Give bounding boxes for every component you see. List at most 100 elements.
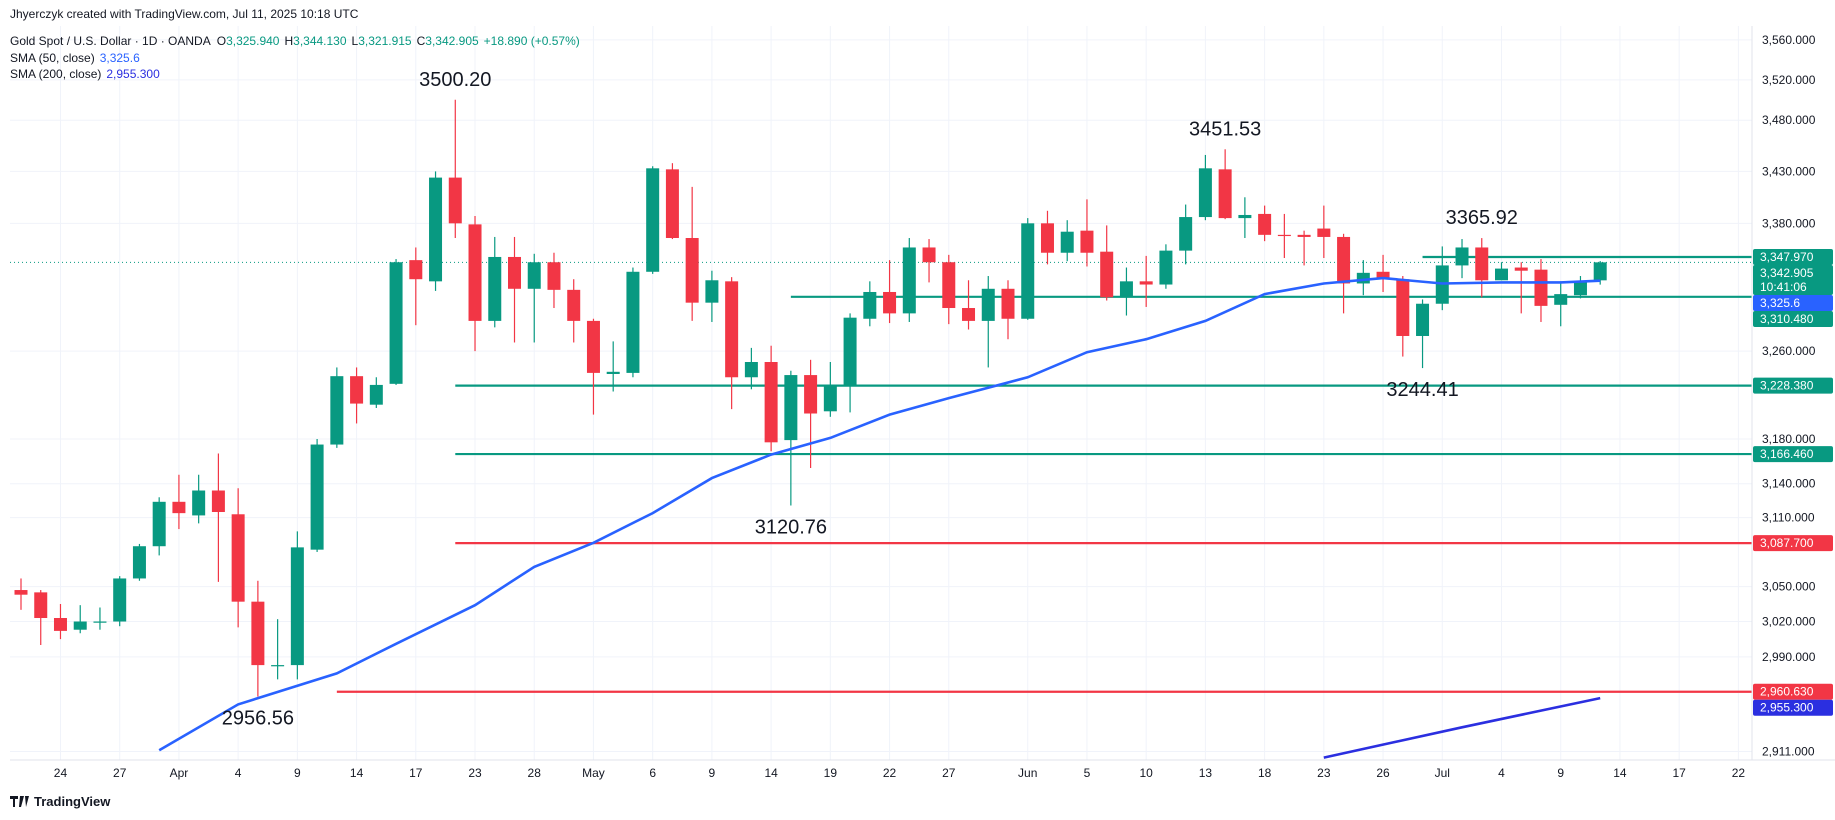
candle-body	[1218, 169, 1232, 219]
indicator-legend: SMA (200, close) 2,955.300	[10, 67, 160, 81]
legend-key: C	[417, 34, 426, 48]
x-tick-label: 14	[764, 766, 778, 780]
x-tick-label: 9	[294, 766, 301, 780]
candle-body	[1119, 281, 1133, 297]
candle-body	[1080, 230, 1094, 253]
x-tick-label: Apr	[170, 766, 189, 780]
x-tick-label: Jul	[1435, 766, 1450, 780]
candle-body	[152, 501, 166, 547]
candle-body	[1534, 269, 1548, 306]
indicator-value: 3,325.6	[100, 51, 140, 65]
candle-body	[705, 280, 719, 303]
candle-body	[606, 371, 620, 374]
price-tag-label: 3,310.480	[1760, 312, 1814, 326]
price-tag: 3,087.700	[1753, 535, 1833, 552]
price-annotation: 3244.41	[1386, 379, 1458, 401]
legend-line: Gold Spot / U.S. Dollar · 1D · OANDA O3,3…	[10, 34, 580, 48]
axes: 3,560.000 3,520.000 3,480.000 3,430.000 3,38…	[54, 33, 1833, 780]
candle-body	[1376, 271, 1390, 279]
candle-body	[567, 289, 581, 321]
price-tag-box	[1753, 248, 1833, 265]
price-tag-label: 3,166.460	[1760, 447, 1814, 461]
candle-body	[883, 291, 897, 314]
y-tick-label: 2,990.000	[1762, 650, 1816, 664]
price-tag-box	[1753, 699, 1833, 716]
candle-body	[744, 361, 758, 378]
x-tick-label: 9	[1557, 766, 1564, 780]
x-tick-label: 26	[1376, 766, 1390, 780]
candle-body	[211, 490, 225, 513]
price-tag-box	[1753, 683, 1833, 700]
credit: Jhyerczyk created with TradingView.com, …	[10, 7, 359, 21]
candle-body	[1475, 247, 1489, 281]
candle-body	[1277, 234, 1291, 237]
candle-body	[1356, 272, 1370, 284]
candle-body	[251, 601, 265, 666]
price-annotation: 2956.56	[222, 708, 294, 730]
candle-body	[172, 501, 186, 514]
candle-body	[1040, 223, 1054, 253]
price-tag-label: 3,347.970	[1760, 250, 1814, 264]
footer-logo	[10, 796, 29, 807]
indicator-name: SMA (200, close)	[10, 67, 101, 81]
candle-body	[902, 247, 916, 314]
candle-body	[527, 262, 541, 289]
y-tick-label: 3,260.000	[1762, 344, 1816, 358]
candle-body	[922, 247, 936, 263]
price-tag: 2,955.300	[1753, 699, 1833, 716]
candle-body	[409, 260, 423, 280]
price-tag: 2,960.630	[1753, 683, 1833, 700]
candle-body	[942, 262, 956, 309]
y-tick-label: 3,140.000	[1762, 477, 1816, 491]
legend-value: 3,344.130	[293, 34, 347, 48]
price-tag-box	[1753, 264, 1833, 295]
candle-body	[132, 546, 146, 579]
candle-body	[1238, 214, 1252, 219]
candle-body	[1514, 267, 1528, 271]
y-tick-label: 3,520.000	[1762, 73, 1816, 87]
y-tick-label: 3,180.000	[1762, 432, 1816, 446]
price-tag-box	[1753, 446, 1833, 463]
price-tag-box	[1753, 294, 1833, 311]
candle-body	[1060, 231, 1074, 253]
price-tag-label: 10:41:06	[1760, 280, 1807, 294]
candle-body	[53, 618, 67, 631]
indicator-legend: SMA (50, close) 3,325.6	[10, 51, 140, 65]
candle-body	[271, 665, 285, 667]
price-tag-label: 3,087.700	[1760, 536, 1814, 550]
x-tick-label: 28	[528, 766, 542, 780]
price-tag: 3,347.970	[1753, 248, 1833, 265]
x-tick-label: 4	[1498, 766, 1505, 780]
candle-body	[962, 308, 976, 321]
candle-body	[1100, 251, 1114, 298]
x-tick-label: 5	[1084, 766, 1091, 780]
candle-body	[1573, 281, 1587, 296]
x-tick-label: 18	[1258, 766, 1272, 780]
sma-line	[158, 276, 1601, 752]
candle-body	[863, 291, 877, 319]
legend-key: L	[352, 34, 359, 48]
y-tick-label: 3,020.000	[1762, 615, 1816, 629]
price-tag-box	[1753, 310, 1833, 327]
candle-body	[1337, 236, 1351, 284]
candle-body	[1258, 213, 1272, 235]
x-tick-label: 27	[113, 766, 127, 780]
candle-body	[192, 490, 206, 516]
sma-line	[1323, 696, 1601, 759]
candle-body	[725, 281, 739, 378]
candle-body	[1139, 281, 1153, 285]
indicator-value: 2,955.300	[106, 67, 160, 81]
candle-body	[646, 168, 660, 272]
legend-title: Gold Spot / U.S. Dollar · 1D · OANDA	[10, 34, 211, 48]
candle-body	[1416, 303, 1430, 336]
candle-body	[468, 224, 482, 321]
candle-body	[429, 177, 443, 282]
legend-change: +18.890 (+0.57%)	[484, 34, 580, 48]
candle-body	[981, 288, 995, 321]
price-tag: 3,310.480	[1753, 310, 1833, 327]
price-tag-label: 2,955.300	[1760, 701, 1814, 715]
candle-body	[488, 256, 502, 321]
